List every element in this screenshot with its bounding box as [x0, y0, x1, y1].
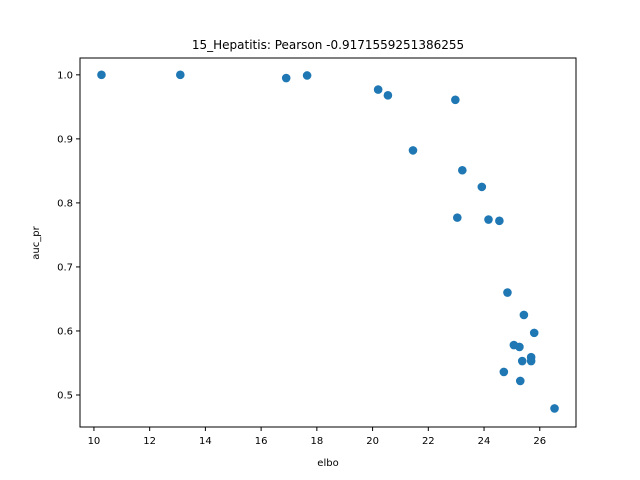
data-point-18	[515, 376, 525, 386]
data-point-10	[458, 165, 467, 175]
data-point-4	[302, 71, 312, 80]
data-point-8	[451, 95, 460, 105]
x-tick-label: 22	[422, 436, 435, 447]
x-tick-label: 26	[533, 436, 546, 447]
data-point-13	[495, 216, 504, 226]
x-tick-label: 12	[143, 436, 156, 447]
data-point-14	[499, 367, 509, 377]
data-point-20	[519, 310, 529, 320]
y-tick-label: 0.8	[57, 198, 73, 209]
y-tick-label: 0.9	[57, 134, 73, 145]
y-tick-label: 0.6	[57, 326, 73, 337]
y-tick-label: 0.7	[57, 262, 73, 273]
data-point-6	[383, 91, 393, 100]
data-point-9	[452, 213, 462, 222]
chart-title: 15_Hepatitis: Pearson -0.917155925138625…	[192, 38, 464, 52]
x-tick-label: 14	[199, 436, 212, 447]
data-point-12	[484, 215, 493, 224]
data-point-11	[477, 182, 487, 192]
y-axis-label: auc_pr	[31, 225, 42, 259]
data-point-19	[517, 356, 527, 366]
x-tick-label: 20	[366, 436, 379, 447]
data-point-7	[408, 146, 418, 155]
points-layer	[97, 70, 559, 413]
data-point-1	[97, 70, 106, 80]
x-tick-label: 24	[478, 436, 491, 447]
x-ticks: 10 12 14 16 18 20 22 24 26	[88, 427, 546, 447]
data-point-2	[176, 70, 185, 80]
x-tick-label: 18	[310, 436, 323, 447]
data-point-15	[503, 288, 512, 297]
x-tick-label: 16	[255, 436, 268, 447]
data-point-23	[529, 328, 539, 338]
data-point-17	[515, 342, 524, 352]
data-point-5	[373, 85, 383, 94]
data-point-22	[526, 356, 536, 366]
data-point-24	[550, 404, 559, 413]
data-point-3	[281, 73, 291, 83]
x-axis-label: elbo	[317, 458, 338, 469]
x-tick-label: 10	[88, 436, 101, 447]
y-tick-label: 0.5	[57, 390, 73, 401]
plot-frame	[79, 57, 577, 428]
y-ticks: 0.5 0.6 0.7 0.8 0.9 1.0	[57, 70, 80, 401]
y-tick-label: 1.0	[57, 70, 73, 81]
